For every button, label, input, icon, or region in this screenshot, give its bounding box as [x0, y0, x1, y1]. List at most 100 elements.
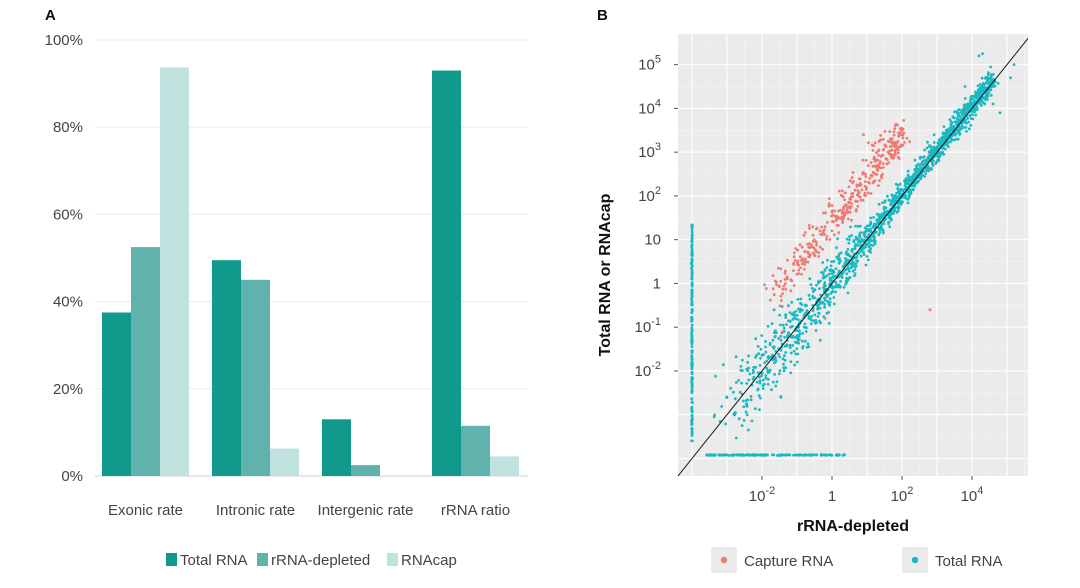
data-point — [859, 198, 863, 202]
data-point — [1012, 63, 1016, 66]
data-point — [758, 381, 762, 385]
data-point — [785, 343, 789, 347]
data-point — [875, 173, 879, 176]
data-point — [877, 202, 881, 206]
panel-a-bars — [102, 67, 519, 477]
data-point — [828, 297, 832, 301]
data-point — [760, 334, 764, 337]
data-point — [878, 162, 881, 166]
data-point — [847, 276, 851, 280]
data-point — [931, 162, 934, 166]
data-point — [811, 225, 815, 229]
data-point — [989, 88, 993, 92]
data-point — [965, 130, 968, 133]
data-point — [708, 453, 712, 457]
data-point — [774, 329, 777, 332]
data-point — [788, 311, 792, 315]
data-point — [864, 194, 868, 197]
data-point — [822, 211, 825, 215]
data-point — [782, 284, 786, 288]
data-point — [976, 94, 980, 98]
data-point — [932, 141, 936, 144]
data-point — [774, 384, 778, 388]
data-point — [827, 197, 831, 201]
data-point — [863, 191, 867, 195]
data-point — [991, 102, 995, 106]
data-point — [907, 193, 911, 197]
data-point — [797, 341, 800, 345]
legend-label: Total RNA — [180, 552, 248, 569]
data-point — [885, 157, 888, 161]
data-point — [909, 190, 913, 194]
data-point — [691, 439, 694, 443]
data-point — [928, 308, 932, 312]
data-point — [991, 78, 994, 82]
data-point — [879, 216, 882, 220]
data-point — [807, 453, 810, 457]
data-point — [825, 274, 829, 277]
data-point — [758, 364, 762, 367]
data-point — [877, 153, 880, 157]
data-point — [781, 287, 785, 291]
data-point — [867, 180, 870, 184]
data-point — [876, 169, 880, 172]
data-point — [690, 342, 694, 345]
data-point — [775, 331, 778, 335]
data-point — [795, 360, 799, 364]
data-point — [984, 76, 987, 80]
data-point — [724, 422, 727, 426]
data-point — [799, 453, 802, 457]
data-point — [878, 231, 882, 234]
legend-label: Total RNA — [935, 553, 1003, 570]
data-point — [782, 366, 786, 370]
data-point — [889, 218, 893, 222]
data-point — [870, 174, 874, 178]
data-point — [892, 212, 895, 215]
data-point — [841, 189, 844, 193]
data-point — [803, 257, 807, 261]
data-point — [758, 408, 761, 411]
data-point — [927, 169, 931, 173]
data-point — [877, 148, 881, 152]
data-point — [964, 103, 968, 107]
data-point — [749, 395, 753, 398]
data-point — [783, 335, 786, 339]
data-point — [797, 263, 800, 267]
data-point — [961, 108, 964, 112]
data-point — [825, 299, 829, 303]
data-point — [954, 133, 957, 137]
data-point — [807, 345, 811, 349]
data-point — [974, 113, 978, 117]
data-point — [877, 226, 880, 230]
data-point — [844, 261, 848, 265]
data-point — [879, 227, 883, 230]
data-point — [845, 281, 849, 284]
data-point — [830, 214, 833, 218]
data-point — [902, 131, 906, 135]
data-point — [877, 184, 880, 188]
data-point — [763, 453, 767, 457]
data-point — [841, 211, 845, 215]
data-point — [832, 302, 836, 306]
data-point — [839, 274, 843, 278]
data-point — [798, 332, 802, 336]
data-point — [881, 215, 885, 219]
data-point — [823, 281, 827, 284]
data-point — [803, 231, 807, 234]
data-point — [690, 376, 694, 380]
data-point — [998, 111, 1002, 115]
data-point — [890, 153, 893, 157]
data-point — [987, 73, 990, 77]
data-point — [889, 203, 893, 207]
data-point — [760, 371, 764, 375]
data-point — [848, 238, 851, 242]
x-tick-label: 10-2 — [749, 485, 775, 505]
data-point — [782, 326, 786, 330]
data-point — [865, 243, 869, 247]
panel-b-points — [690, 52, 1016, 457]
data-point — [756, 388, 760, 392]
data-point — [949, 137, 953, 141]
data-point — [865, 187, 868, 191]
data-point — [779, 294, 783, 298]
